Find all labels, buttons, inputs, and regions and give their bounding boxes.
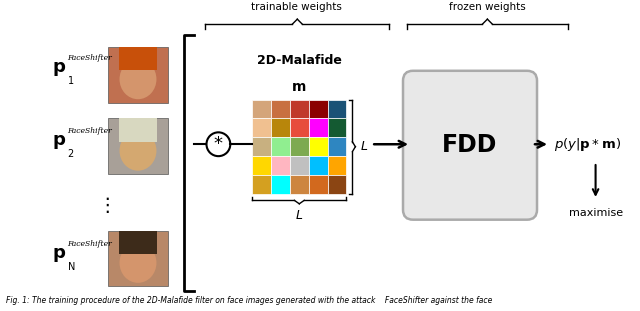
FancyBboxPatch shape [328, 118, 346, 137]
Text: L: L [296, 209, 303, 222]
FancyBboxPatch shape [290, 100, 308, 118]
Text: $\mathbf{p}$: $\mathbf{p}$ [52, 246, 67, 264]
Text: FaceShifter: FaceShifter [67, 240, 112, 248]
FancyBboxPatch shape [290, 156, 308, 175]
Text: 1: 1 [67, 76, 74, 86]
FancyBboxPatch shape [308, 175, 328, 194]
Text: Fig. 1: The training procedure of the 2D-Malafide filter on face images generate: Fig. 1: The training procedure of the 2D… [6, 296, 492, 305]
Text: maximise: maximise [568, 208, 623, 218]
Text: frozen weights: frozen weights [449, 2, 525, 12]
FancyBboxPatch shape [271, 137, 290, 156]
FancyBboxPatch shape [252, 137, 271, 156]
Text: $\vdots$: $\vdots$ [97, 195, 109, 215]
FancyBboxPatch shape [119, 47, 157, 70]
Text: FDD: FDD [442, 133, 497, 157]
FancyBboxPatch shape [308, 100, 328, 118]
Ellipse shape [120, 243, 156, 283]
FancyBboxPatch shape [119, 230, 157, 254]
Ellipse shape [120, 131, 156, 171]
FancyBboxPatch shape [290, 175, 308, 194]
FancyBboxPatch shape [328, 175, 346, 194]
FancyBboxPatch shape [308, 118, 328, 137]
FancyBboxPatch shape [308, 156, 328, 175]
FancyBboxPatch shape [119, 118, 157, 142]
Text: *: * [214, 135, 223, 153]
FancyBboxPatch shape [308, 137, 328, 156]
FancyBboxPatch shape [271, 156, 290, 175]
FancyBboxPatch shape [328, 156, 346, 175]
FancyBboxPatch shape [403, 71, 537, 220]
FancyBboxPatch shape [252, 100, 271, 118]
FancyBboxPatch shape [108, 118, 168, 174]
FancyBboxPatch shape [290, 118, 308, 137]
FancyBboxPatch shape [108, 47, 168, 103]
Text: $p(y|\mathbf{p} * \mathbf{m})$: $p(y|\mathbf{p} * \mathbf{m})$ [554, 136, 621, 153]
Text: L: L [360, 140, 367, 153]
FancyBboxPatch shape [252, 118, 271, 137]
Text: FaceShifter: FaceShifter [67, 54, 112, 62]
FancyBboxPatch shape [328, 100, 346, 118]
FancyBboxPatch shape [271, 175, 290, 194]
FancyBboxPatch shape [271, 100, 290, 118]
Text: 2D-Malafide: 2D-Malafide [257, 54, 342, 67]
FancyBboxPatch shape [108, 230, 168, 286]
FancyBboxPatch shape [290, 137, 308, 156]
FancyBboxPatch shape [271, 118, 290, 137]
Text: trainable weights: trainable weights [252, 2, 342, 12]
Text: $\mathbf{p}$: $\mathbf{p}$ [52, 60, 67, 78]
FancyBboxPatch shape [328, 137, 346, 156]
FancyBboxPatch shape [252, 175, 271, 194]
Text: $\mathbf{p}$: $\mathbf{p}$ [52, 133, 67, 151]
Ellipse shape [120, 59, 156, 99]
Text: 2: 2 [67, 149, 74, 159]
FancyBboxPatch shape [252, 156, 271, 175]
Text: m: m [292, 80, 307, 94]
Text: FaceShifter: FaceShifter [67, 127, 112, 135]
Text: N: N [67, 262, 75, 272]
